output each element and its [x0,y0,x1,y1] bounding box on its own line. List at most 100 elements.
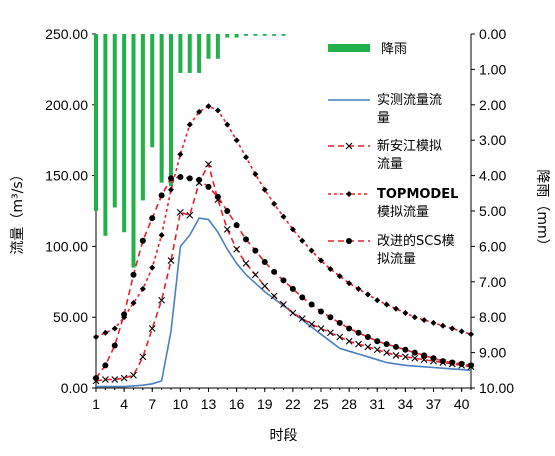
series-marker-x [261,282,269,290]
rain-bar [103,34,108,236]
x-tick-label: 37 [426,396,442,412]
x-axis-title: 时段 [270,428,298,444]
rain-bar [94,34,98,211]
x-tick-label: 28 [341,396,357,412]
series-marker-diamond [261,186,268,193]
rain-bar [234,34,239,38]
series-marker-diamond [186,121,193,128]
rain-bar [197,34,202,73]
series-marker-dot [383,341,390,348]
x-tick-label: 4 [120,396,128,412]
x-tick-label: 19 [257,396,273,412]
series-marker-dot [402,346,409,353]
series-marker-dot [421,352,428,359]
series-marker-dot [205,183,212,190]
series-marker-x [167,257,175,264]
x-tick-label: 1 [92,396,100,412]
series-marker-x [158,296,166,304]
legend-marker-x [345,142,353,150]
series-marker-diamond [205,103,212,110]
rain-bar [140,34,145,201]
series-marker-dot [393,343,399,350]
right-tick-label: 7.00 [479,274,506,290]
left-tick-label: 0.00 [61,380,88,396]
series-marker-dot [196,176,203,183]
series-marker-dot [233,222,240,229]
series-marker-x [251,271,259,279]
series-marker-x [186,211,194,219]
series-marker-x [345,337,353,345]
series-marker-x [233,245,241,253]
left-tick-label: 200.00 [45,97,88,113]
rain-bar [253,34,258,36]
rain-bar [112,34,117,208]
series-marker-dot [336,319,343,326]
series-marker-dot [177,174,184,181]
rain-bar [272,34,277,36]
series-marker-dot [449,359,456,366]
series-marker-dot [468,362,474,369]
series-marker-dot [111,342,118,349]
rain-bar [187,34,192,73]
series-marker-x [383,349,391,356]
series-marker-diamond [102,329,109,336]
series-marker-x [120,374,128,382]
rain-bar [159,34,164,183]
series-marker-diamond [158,232,165,239]
series-marker-x [401,353,409,361]
series-marker-diamond [252,171,259,178]
left-tick-label: 50.00 [53,309,88,325]
rain-bar [169,34,173,187]
x-tick-label: 22 [285,396,301,412]
series-marker-x [111,376,119,383]
legend-label-topmodel-1: TOPMODEL [377,187,458,202]
series-marker-dot [308,301,315,308]
series-marker-x [289,309,297,317]
series-marker-x [205,160,212,168]
series-marker-dot [364,334,371,341]
series-marker-diamond [364,291,371,298]
legend-label-observed-2: 量 [377,111,390,126]
legend-label-observed-1: 实测流量流 [377,93,442,108]
right-tick-label: 8.00 [479,309,506,325]
series-marker-dot [102,362,109,369]
legend-label-scs-1: 改进的SCS模 [377,233,455,249]
left-tick-label: 250.00 [45,26,88,42]
series-marker-dot [327,314,334,321]
series-marker-diamond [280,213,287,220]
x-tick-label: 16 [229,396,245,412]
series-marker-diamond [168,186,174,193]
series-marker-diamond [336,273,343,280]
series-marker-dot [149,215,156,222]
right-tick-label: 4.00 [479,168,506,184]
series-marker-dot [186,175,193,182]
x-tick-label: 10 [173,396,189,412]
series-marker-x [270,292,278,300]
legend-marker-dot [346,238,352,244]
rain-bar [122,34,127,233]
series-marker-x [139,353,147,361]
series-marker-dot [168,175,174,182]
series-marker-diamond [214,107,221,114]
series-marker-x [298,315,306,323]
series-marker-x [373,346,381,354]
series-marker-diamond [233,137,240,144]
series-marker-diamond [374,297,381,304]
x-tick-label: 7 [148,396,156,412]
series-marker-dot [158,192,165,199]
series-marker-dot [458,360,465,367]
legend-label-rain: 降雨 [381,42,407,57]
series-marker-diamond [271,200,278,207]
series-marker-x [326,329,334,337]
series-marker-diamond [402,309,409,316]
rain-bar [281,34,286,36]
legend-label-topmodel-2: 模拟流量 [377,205,429,220]
left-tick-label: 150.00 [45,168,88,184]
series-marker-diamond [139,285,146,292]
series-marker-dot [130,271,137,278]
series-marker-dot [93,375,99,382]
rain-bar [215,34,220,59]
series-marker-x [101,376,109,383]
series-marker-diamond [111,325,118,332]
